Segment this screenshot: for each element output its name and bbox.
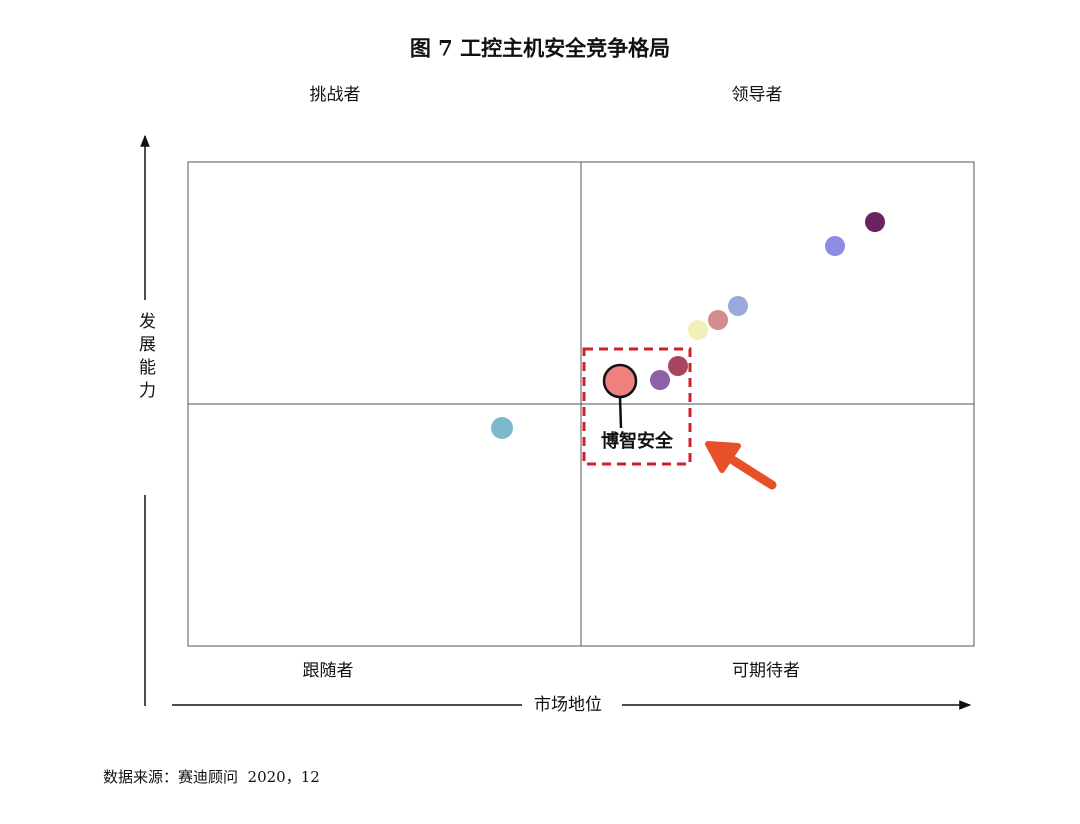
bubble	[865, 212, 885, 232]
bubble	[650, 370, 670, 390]
quadrant-label: 挑战者	[310, 85, 361, 105]
bubble	[708, 310, 728, 330]
bubbles	[491, 212, 885, 439]
red-arrow	[705, 441, 777, 490]
title: 图 7 工控主机安全竞争格局	[410, 36, 670, 61]
bubble	[668, 356, 688, 376]
bubble	[491, 417, 513, 439]
leader-line	[618, 396, 623, 429]
quadrant-label: 领导者	[732, 85, 783, 105]
quadrant-label: 跟随者	[303, 661, 354, 681]
highlight-box	[582, 347, 692, 466]
source: 数据来源：赛迪顾问 2020，12	[103, 768, 320, 786]
x-axis-label: 市场地位	[534, 695, 602, 715]
bubble	[728, 296, 748, 316]
highlight-label: 博智安全	[601, 430, 674, 452]
highlight-bubble	[602, 363, 638, 399]
quadrant-label: 可期待者	[732, 661, 800, 681]
y-axis-label: 发展能力	[135, 312, 156, 404]
bubble	[825, 236, 845, 256]
bubble	[688, 320, 708, 340]
